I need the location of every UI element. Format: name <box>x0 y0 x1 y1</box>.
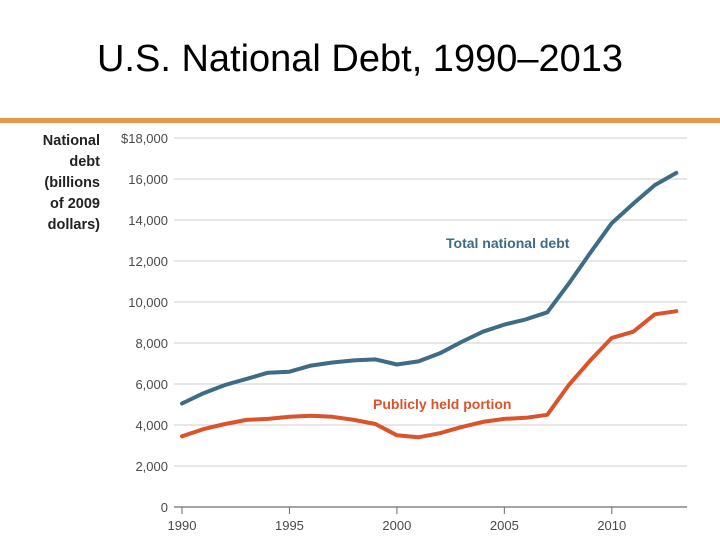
series-label-public: Publicly held portion <box>373 396 511 412</box>
y-tick-label: 8,000 <box>135 336 168 351</box>
y-tick-label: 6,000 <box>135 377 168 392</box>
x-tick-label: 1995 <box>275 518 304 533</box>
y-axis-label-line: of 2009 <box>50 196 100 212</box>
series-line-total <box>180 170 679 406</box>
y-tick-label: $18,000 <box>121 131 168 146</box>
y-axis-label-line: National <box>42 133 100 149</box>
gridlines <box>174 137 687 508</box>
y-axis-label-line: dollars) <box>47 217 100 233</box>
y-tick-label: 16,000 <box>128 172 168 187</box>
x-tick-label: 2010 <box>597 518 626 533</box>
series-label-total: Total national debt <box>446 235 570 251</box>
y-axis-ticks: 0 2,000 4,000 6,000 8,000 10,000 12,000 14,000 1… <box>121 131 168 515</box>
x-axis-ticks: 1990 1995 2000 2005 2010 <box>168 507 626 533</box>
x-tick-label: 2000 <box>382 518 411 533</box>
series-line-public <box>180 309 679 440</box>
y-tick-label: 4,000 <box>135 418 168 433</box>
y-tick-label: 0 <box>161 500 168 515</box>
y-tick-label: 12,000 <box>128 254 168 269</box>
series-lines <box>180 170 679 440</box>
x-tick-label: 1990 <box>168 518 197 533</box>
slide-title: U.S. National Debt, 1990–2013 <box>96 38 624 80</box>
title-divider <box>0 118 720 123</box>
y-axis-label-line: (billions <box>44 175 100 191</box>
x-tick-label: 2005 <box>490 518 519 533</box>
y-axis-label-line: debt <box>69 154 100 170</box>
y-tick-label: 14,000 <box>128 213 168 228</box>
y-axis-label: National debt (billions of 2009 dollars) <box>20 131 100 236</box>
y-tick-label: 10,000 <box>128 295 168 310</box>
y-tick-label: 2,000 <box>135 459 168 474</box>
